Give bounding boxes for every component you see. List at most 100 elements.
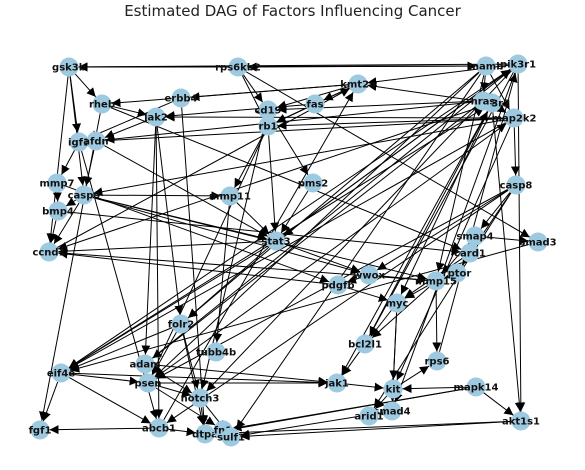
edge-map2k2-to-jak2 xyxy=(165,112,505,122)
edge-mmp15-to-myc xyxy=(405,285,428,299)
node-label: adam xyxy=(129,360,160,371)
node-myc: myc xyxy=(386,293,409,313)
node-circle xyxy=(51,363,71,383)
edge-pik3r1-to-akt1s1 xyxy=(516,73,526,412)
node-label: rheb xyxy=(89,100,115,111)
node-label: dtpa xyxy=(192,430,218,441)
node-label: mapk14 xyxy=(454,383,499,394)
edge-pdgfb-to-myc xyxy=(346,287,389,302)
node-label: rps6kb2 xyxy=(215,63,261,74)
node-fgf1: fgf1 xyxy=(29,420,51,440)
node-circle xyxy=(447,263,467,283)
node-label: eif4e xyxy=(47,369,76,380)
node-circle xyxy=(146,107,166,127)
edge-rps6-to-pik3r1 xyxy=(439,73,518,352)
node-label: erbb4 xyxy=(165,94,198,105)
edge-mmp7-to-pdgfb xyxy=(65,185,330,283)
node-circle xyxy=(506,175,526,195)
node-circle xyxy=(149,418,169,438)
node-label: bcl2l1 xyxy=(348,340,382,351)
node-label: smad3 xyxy=(519,238,556,249)
edge-rb1-to-psen xyxy=(151,134,265,375)
edge-stat3-to-wwox xyxy=(284,243,361,273)
edge-rptor-to-mmp15 xyxy=(444,270,455,279)
node-circle xyxy=(171,314,191,334)
node-label: tubb4b xyxy=(196,348,236,359)
node-label: mmp11 xyxy=(209,192,251,203)
edge-rb1-to-mmp11 xyxy=(234,134,264,188)
edge-kit-to-rps6 xyxy=(400,365,430,385)
edge-stat3-to-ccnd1 xyxy=(58,241,267,256)
node-label: gsk3b xyxy=(52,63,86,74)
node-label: smap4 xyxy=(456,232,493,243)
node-label: igf1 xyxy=(68,138,90,149)
node-label: rps6 xyxy=(425,357,450,368)
node-kit: kit xyxy=(383,379,403,399)
node-label: mamb xyxy=(469,62,504,73)
node-circle xyxy=(258,100,278,120)
node-label: akt1s1 xyxy=(502,417,540,428)
node-label: mmp7 xyxy=(40,179,75,190)
node-ccnd1: ccnd1 xyxy=(32,242,66,262)
node-casp8: casp8 xyxy=(500,175,532,195)
node-circle xyxy=(220,186,240,206)
edge-fas-to-rb1 xyxy=(276,107,307,123)
figure-title: Estimated DAG of Factors Influencing Can… xyxy=(124,2,461,20)
node-circle xyxy=(266,231,286,251)
node-circle xyxy=(303,173,323,193)
node-smad3: smad3 xyxy=(519,232,557,252)
node-label: hras xyxy=(471,97,496,108)
node-jak2: jak2 xyxy=(143,107,168,127)
node-kmt2a: kmt2a xyxy=(340,74,376,94)
edge-hras-to-adam xyxy=(152,106,476,359)
edge-casp9-to-wwox xyxy=(92,197,361,275)
node-rps6kb2: rps6kb2 xyxy=(215,57,261,77)
node-circle xyxy=(221,427,241,447)
node-label: pik3r1 xyxy=(500,60,536,71)
node-circle xyxy=(305,94,325,114)
edge-mamb-to-folr2 xyxy=(187,71,480,319)
node-circle xyxy=(138,373,158,393)
node-circle xyxy=(466,377,486,397)
edge-mapk14-to-kit xyxy=(402,384,467,394)
node-smap4: smap4 xyxy=(456,226,494,246)
node-stat3: stat3 xyxy=(261,231,291,251)
node-cd19: cd19 xyxy=(254,100,282,120)
node-eif4e: eif4e xyxy=(47,363,76,383)
edge-pik3r1-to-smad4 xyxy=(394,72,516,403)
node-hras: hras xyxy=(471,91,496,111)
node-psen: psen xyxy=(134,373,162,393)
edge-pik3r1-to-notch3 xyxy=(206,70,512,392)
node-circle xyxy=(476,56,496,76)
node-circle xyxy=(426,271,446,291)
edge-abcb1-to-fgf1 xyxy=(49,425,150,435)
edge-pms2-to-stat3 xyxy=(280,190,309,234)
node-circle xyxy=(504,108,524,128)
edge-bmp4-to-card1 xyxy=(67,211,461,256)
edge-pik3r2-to-akt1s1 xyxy=(492,112,524,412)
node-label: card1 xyxy=(454,249,486,260)
node-label: pik3r2 xyxy=(474,99,510,110)
node-mmp11: mmp11 xyxy=(209,186,251,206)
node-label: folr2 xyxy=(168,320,195,331)
node-mmp7: mmp7 xyxy=(40,173,75,193)
edge-gsk3b-to-rheb xyxy=(74,73,97,98)
edge-mmp11-to-stat3 xyxy=(236,202,270,235)
node-label: arid1 xyxy=(354,412,383,423)
node-sulf1: sulf1 xyxy=(217,427,245,447)
node-label: ccnd1 xyxy=(32,248,65,259)
node-label: rb1 xyxy=(258,122,277,133)
edge-map2k2-to-casp8 xyxy=(510,127,520,176)
node-rptor: rptor xyxy=(443,263,471,283)
node-smad4: smad4 xyxy=(373,401,411,421)
node-label: kmt2a xyxy=(340,80,376,91)
edge-casp9-to-bmp4 xyxy=(65,197,77,207)
node-circle xyxy=(190,388,210,408)
node-label: fn1 xyxy=(214,426,232,437)
edge-gsk3b-to-casp9 xyxy=(69,76,87,186)
node-circle xyxy=(69,132,89,152)
edge-abcb1-to-dtpa xyxy=(168,427,196,437)
node-rb1: rb1 xyxy=(258,116,278,136)
